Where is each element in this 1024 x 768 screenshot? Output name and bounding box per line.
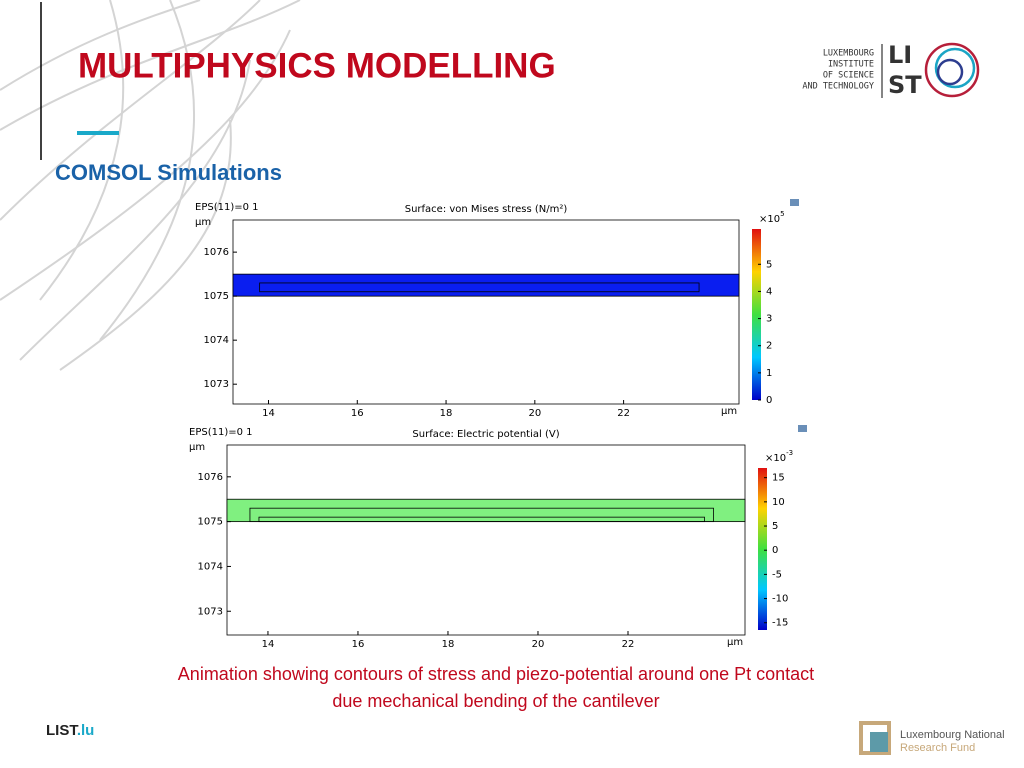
plot-area xyxy=(226,444,746,636)
subtitle: COMSOL Simulations xyxy=(55,160,282,185)
footer-site: LIST.lu xyxy=(46,722,94,739)
x-tick-label: 18 xyxy=(440,408,453,419)
y-tick-label: 1075 xyxy=(204,291,229,302)
accent-bar xyxy=(77,131,119,135)
colorbar xyxy=(758,468,767,630)
beam xyxy=(226,498,746,523)
colorbar-tick-label: -5 xyxy=(772,569,782,580)
colorbar-tick-label: 10 xyxy=(772,497,785,508)
x-tick-label: 18 xyxy=(442,639,455,650)
y-tick-label: 1076 xyxy=(204,247,229,258)
colorbar-tick-label: 3 xyxy=(766,314,772,325)
background-curves xyxy=(0,0,301,371)
colorbar-label: ×105 xyxy=(759,210,785,225)
colorbar-tick-label: 4 xyxy=(766,286,772,297)
plot-label: EPS(11)=0 1 xyxy=(189,427,253,438)
logo-mark: ST xyxy=(888,71,922,99)
colorbar-tick-label: -15 xyxy=(772,618,788,629)
plot-label: EPS(11)=0 1 xyxy=(195,202,259,213)
x-tick-label: 20 xyxy=(528,408,541,419)
fund-logo: Luxembourg National Research Fund xyxy=(859,721,1005,755)
x-tick-label: 22 xyxy=(622,639,635,650)
beam xyxy=(232,273,740,297)
colorbar-tick-label: 2 xyxy=(766,341,772,352)
colorbar-tick-label: 0 xyxy=(766,395,772,406)
caption: Animation showing contours of stress and… xyxy=(178,664,814,684)
logo-mark: LI xyxy=(888,41,912,69)
colorbar-tick-label: 0 xyxy=(772,545,778,556)
y-tick-label: 1075 xyxy=(198,517,223,528)
colorbar-exponent: -3 xyxy=(786,449,793,457)
logo-text: AND TECHNOLOGY xyxy=(802,82,874,92)
fund-text: Research Fund xyxy=(900,742,975,754)
x-tick-label: 16 xyxy=(351,408,364,419)
plot-title: Surface: von Mises stress (N/m²) xyxy=(405,204,568,215)
colorbar-tick-label: -10 xyxy=(772,594,788,605)
fund-text: Luxembourg National xyxy=(900,729,1005,741)
y-tick-label: 1073 xyxy=(198,606,223,617)
x-axis-label: μm xyxy=(727,637,743,648)
x-tick-label: 14 xyxy=(262,639,275,650)
x-tick-label: 20 xyxy=(532,639,545,650)
y-tick-label: 1076 xyxy=(198,472,223,483)
slide-title: MULTIPHYSICS MODELLING xyxy=(78,46,556,85)
icon xyxy=(798,425,807,432)
plots: EPS(11)=0 1 Surface: von Mises stress (N/… xyxy=(189,202,793,650)
y-tick-label: 1073 xyxy=(204,379,229,390)
contact-outline xyxy=(259,282,700,293)
colorbar-multiplier: ×10 xyxy=(759,214,780,225)
logo-text: OF SCIENCE xyxy=(823,71,874,81)
logo-text: INSTITUTE xyxy=(828,60,874,70)
plot-area xyxy=(232,219,740,405)
colorbar-tick-label: 5 xyxy=(766,259,772,270)
y-axis-label: μm xyxy=(189,442,205,453)
footer-site-name: LIST xyxy=(46,722,78,739)
colorbar-multiplier: ×10 xyxy=(765,453,786,464)
colorbar-tick-label: 5 xyxy=(772,521,778,532)
footer-site-suffix: .lu xyxy=(77,722,95,739)
colorbar xyxy=(752,229,761,400)
plot-title: Surface: Electric potential (V) xyxy=(412,429,559,440)
logo: LUXEMBOURG INSTITUTE OF SCIENCE AND TECH… xyxy=(802,41,980,99)
y-tick-label: 1074 xyxy=(204,335,229,346)
x-tick-label: 14 xyxy=(262,408,275,419)
icon xyxy=(790,199,799,206)
logo-text: LUXEMBOURG xyxy=(823,49,874,59)
x-tick-label: 22 xyxy=(617,408,630,419)
x-axis-label: μm xyxy=(721,406,737,417)
colorbar-tick-label: 15 xyxy=(772,473,785,484)
y-axis-label: μm xyxy=(195,217,211,228)
colorbar-tick-label: 1 xyxy=(766,368,772,379)
x-tick-label: 16 xyxy=(352,639,365,650)
caption: due mechanical bending of the cantilever xyxy=(332,691,659,711)
colorbar-label: ×10-3 xyxy=(765,449,793,464)
y-tick-label: 1074 xyxy=(198,561,223,572)
contact-outline xyxy=(258,516,705,523)
colorbar-exponent: 5 xyxy=(780,210,784,218)
